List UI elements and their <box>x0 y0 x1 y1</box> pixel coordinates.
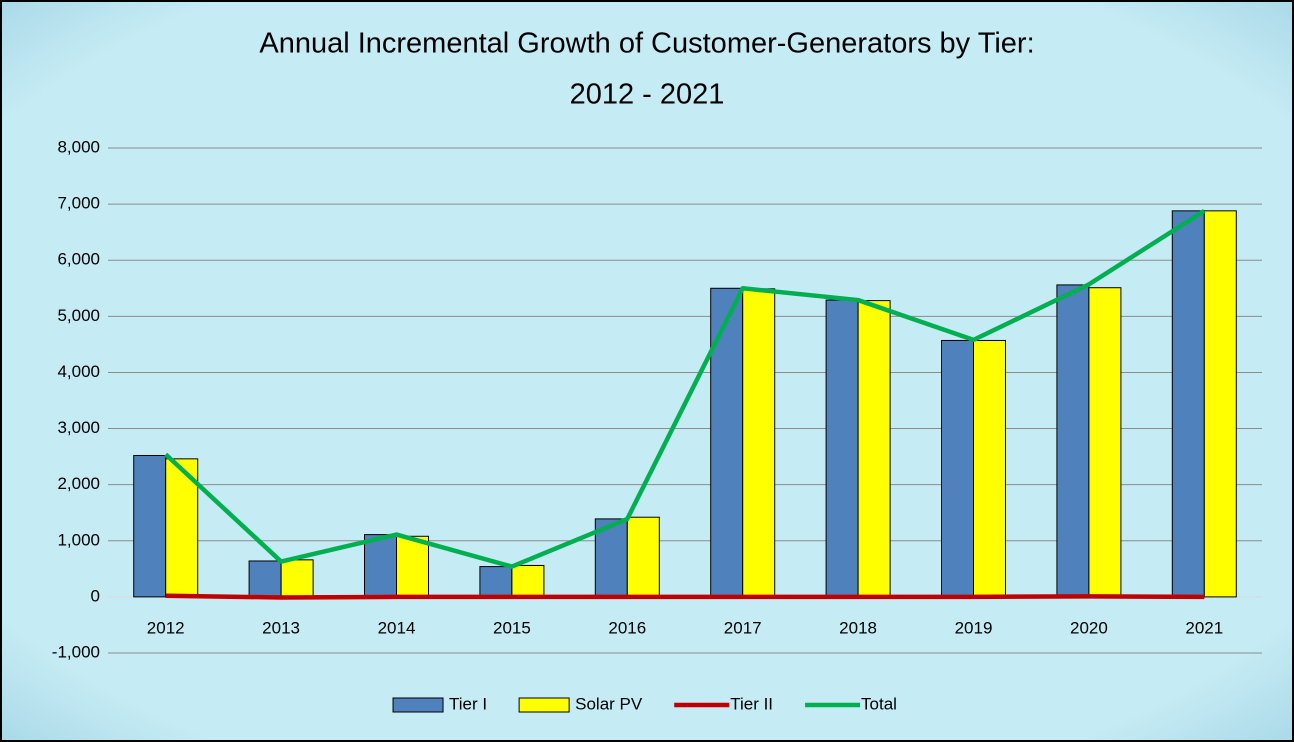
bar <box>396 535 429 598</box>
bar <box>825 299 859 598</box>
bar <box>1171 210 1205 598</box>
x-tick-label: 2012 <box>147 618 185 637</box>
bar <box>511 564 545 598</box>
x-tick-label: 2018 <box>839 618 877 637</box>
bar <box>479 566 513 598</box>
y-tick-label: -1,000 <box>52 642 100 661</box>
y-tick-label: 1,000 <box>57 530 100 549</box>
bar <box>1203 210 1237 598</box>
bar <box>941 339 974 598</box>
bar <box>742 288 776 598</box>
legend-label: Tier I <box>449 694 487 713</box>
y-tick-label: 6,000 <box>57 250 100 269</box>
legend-label: Tier II <box>730 694 773 713</box>
y-tick-label: 2,000 <box>57 474 100 493</box>
bar <box>248 560 282 598</box>
legend-label: Total <box>861 694 897 713</box>
legend-swatch <box>518 697 570 713</box>
line-series <box>165 593 1205 600</box>
x-tick-label: 2016 <box>608 618 646 637</box>
x-tick-label: 2013 <box>262 618 300 637</box>
y-tick-label: 0 <box>91 586 100 605</box>
line-series <box>164 208 1206 569</box>
x-tick-label: 2014 <box>378 618 416 637</box>
bar <box>973 339 1006 598</box>
y-tick-label: 7,000 <box>57 194 100 213</box>
bar <box>133 454 167 598</box>
bar <box>280 559 314 598</box>
y-tick-label: 3,000 <box>57 418 100 437</box>
bar <box>1056 284 1090 598</box>
x-tick-label: 2021 <box>1185 618 1223 637</box>
bar <box>626 516 660 598</box>
bar <box>1088 287 1122 598</box>
chart-title: 2012 - 2021 <box>570 79 725 111</box>
x-tick-label: 2015 <box>493 618 531 637</box>
x-tick-label: 2017 <box>724 618 762 637</box>
bar <box>857 300 891 598</box>
y-tick-label: 8,000 <box>57 137 100 156</box>
chart-title: Annual Incremental Growth of Customer-Ge… <box>259 28 1034 60</box>
legend-label: Solar PV <box>575 694 643 713</box>
y-tick-label: 5,000 <box>57 306 100 325</box>
x-tick-label: 2019 <box>955 618 993 637</box>
y-tick-label: 4,000 <box>57 362 100 381</box>
bar <box>710 287 744 598</box>
bar <box>364 534 397 598</box>
legend-swatch <box>392 697 444 713</box>
x-tick-label: 2020 <box>1070 618 1108 637</box>
